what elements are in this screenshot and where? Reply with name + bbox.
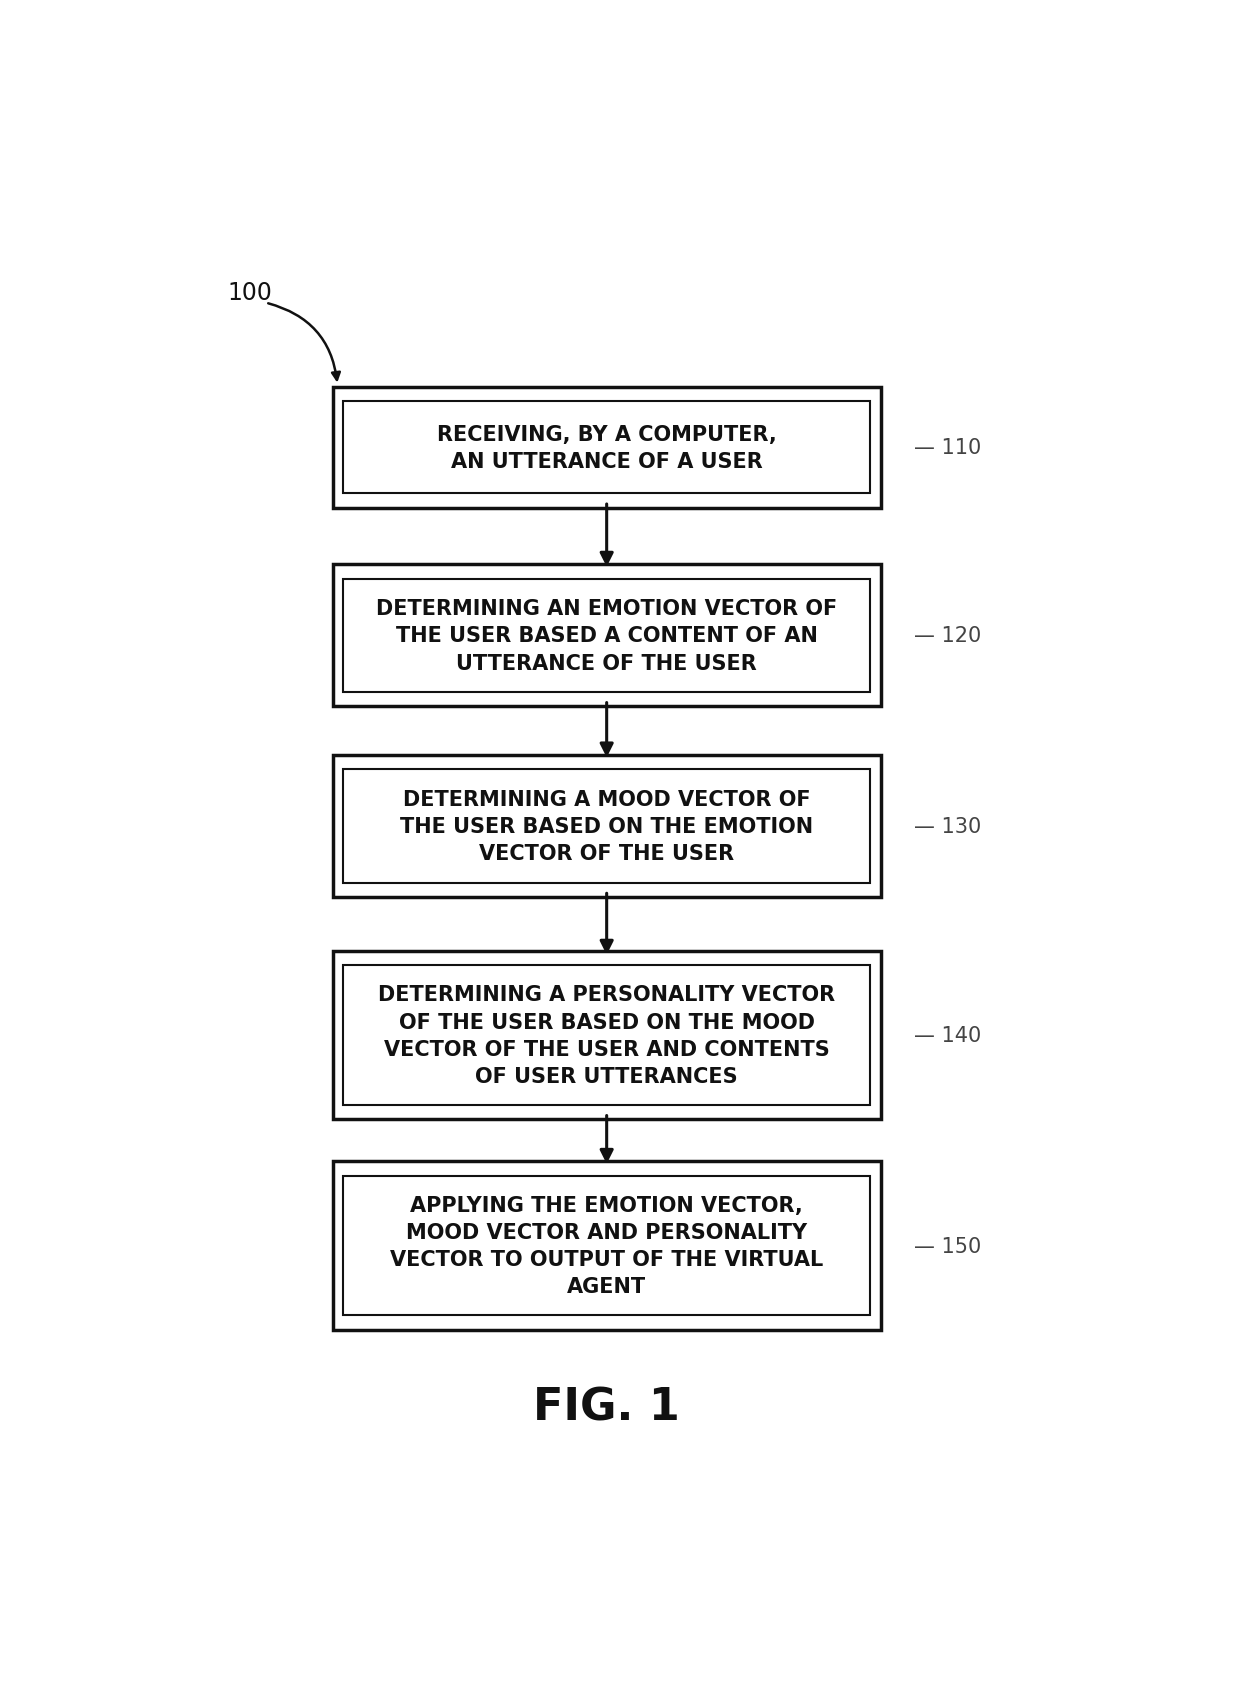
Bar bbox=[332, 387, 880, 509]
Text: — 110: — 110 bbox=[914, 439, 981, 457]
Bar bbox=[332, 1162, 880, 1330]
Text: RECEIVING, BY A COMPUTER,
AN UTTERANCE OF A USER: RECEIVING, BY A COMPUTER, AN UTTERANCE O… bbox=[436, 425, 776, 471]
Text: FIG. 1: FIG. 1 bbox=[533, 1386, 680, 1429]
Text: — 150: — 150 bbox=[914, 1236, 981, 1256]
Text: — 140: — 140 bbox=[914, 1026, 981, 1045]
Bar bbox=[332, 565, 880, 707]
Text: — 120: — 120 bbox=[914, 626, 981, 645]
Bar bbox=[343, 579, 870, 693]
Bar bbox=[332, 756, 880, 898]
Bar bbox=[343, 966, 870, 1104]
Bar bbox=[332, 951, 880, 1120]
Text: 100: 100 bbox=[227, 282, 272, 306]
Bar bbox=[343, 403, 870, 493]
Text: — 130: — 130 bbox=[914, 816, 981, 836]
Bar bbox=[343, 770, 870, 883]
Bar bbox=[343, 1176, 870, 1316]
Text: DETERMINING AN EMOTION VECTOR OF
THE USER BASED A CONTENT OF AN
UTTERANCE OF THE: DETERMINING AN EMOTION VECTOR OF THE USE… bbox=[376, 599, 837, 673]
Text: DETERMINING A PERSONALITY VECTOR
OF THE USER BASED ON THE MOOD
VECTOR OF THE USE: DETERMINING A PERSONALITY VECTOR OF THE … bbox=[378, 985, 836, 1086]
Text: DETERMINING A MOOD VECTOR OF
THE USER BASED ON THE EMOTION
VECTOR OF THE USER: DETERMINING A MOOD VECTOR OF THE USER BA… bbox=[401, 789, 813, 864]
Text: APPLYING THE EMOTION VECTOR,
MOOD VECTOR AND PERSONALITY
VECTOR TO OUTPUT OF THE: APPLYING THE EMOTION VECTOR, MOOD VECTOR… bbox=[391, 1195, 823, 1297]
